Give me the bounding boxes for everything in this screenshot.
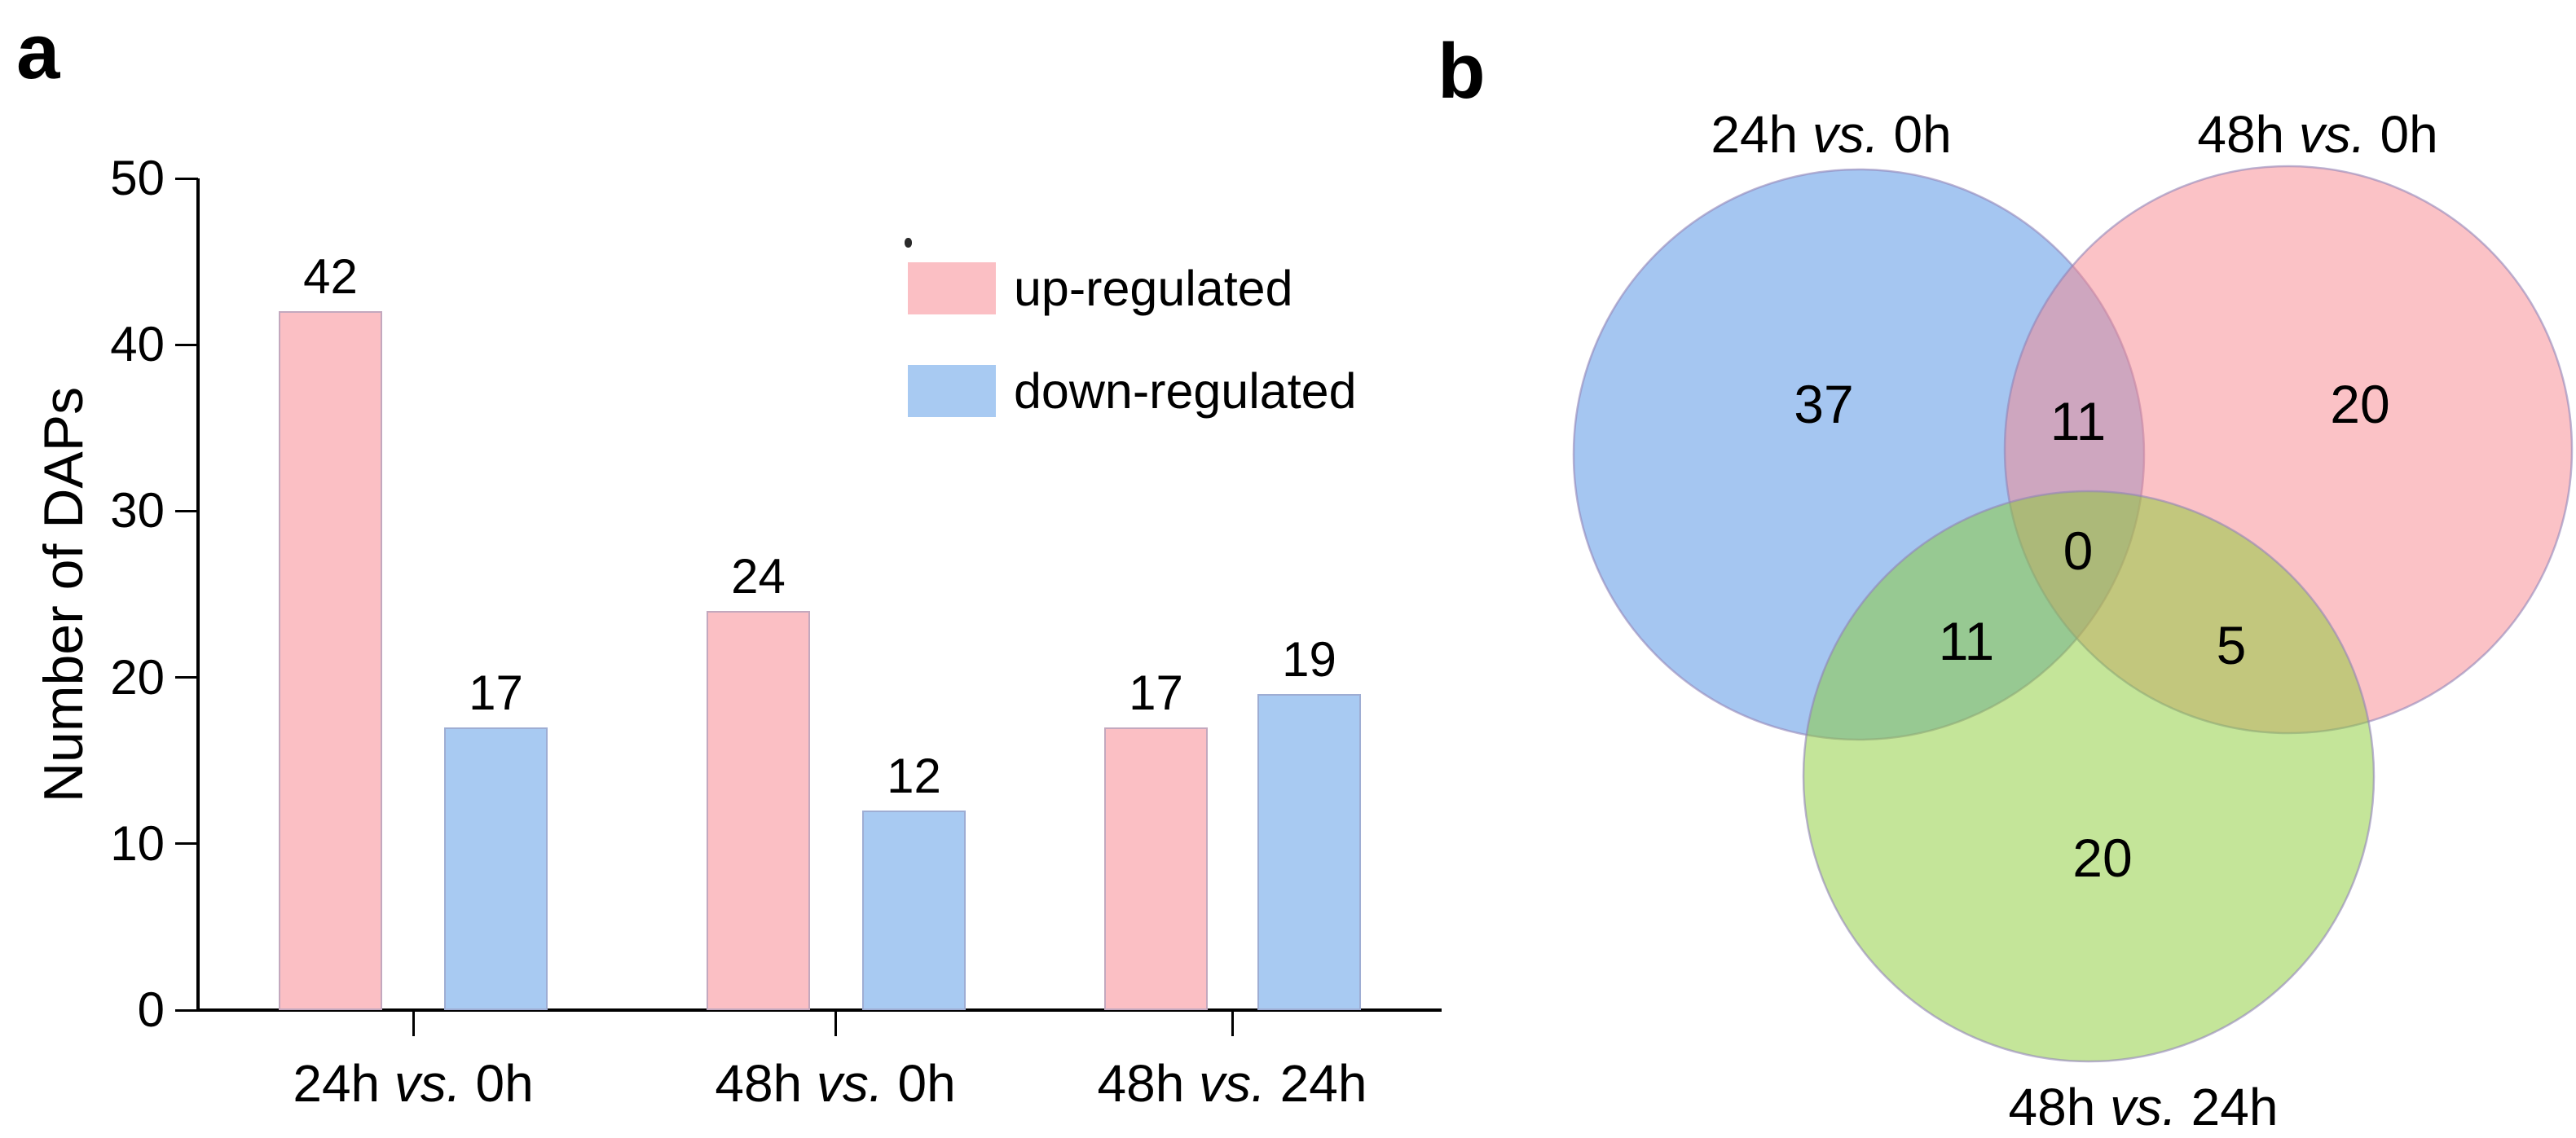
- bar-down-regulated-2: [1257, 694, 1361, 1010]
- x-axis-line: [196, 1008, 1442, 1012]
- venn-set-label-48h-vs-0h: 48h vs. 0h: [2197, 105, 2438, 164]
- venn-count-48v0-only: 20: [2330, 374, 2390, 434]
- y-tick-mark-20: [175, 676, 198, 679]
- bar-value-down-regulated-1: 12: [887, 748, 941, 803]
- legend: up-regulated down-regulated: [908, 262, 1357, 468]
- y-axis-line: [196, 178, 200, 1012]
- bar-value-up-regulated-0: 42: [303, 249, 358, 305]
- stray-dot-mark: [905, 238, 912, 248]
- venn-count-24v0-and-48v0: 11: [2050, 391, 2107, 451]
- x-tick-label-1: 48h vs. 0h: [715, 1054, 956, 1113]
- y-tick-label-0: 0: [137, 982, 165, 1037]
- venn-circle-48h-vs-24h: [1802, 490, 2376, 1063]
- legend-item-down-regulated: down-regulated: [908, 365, 1357, 417]
- bar-chart: 0 10 20 30 40 50 42 24 17 17 12 19 24h vs. 0h 48h v…: [33, 151, 1442, 1113]
- x-tick-label-2: 48h vs. 24h: [1097, 1054, 1367, 1113]
- x-tick-mark-1: [834, 1012, 837, 1036]
- bar-down-regulated-0: [444, 727, 548, 1010]
- venn-set-label-48h-vs-24h: 48h vs. 24h: [2008, 1078, 2279, 1136]
- venn-diagram: 24h vs. 0h 48h vs. 0h 48h vs. 24h 37 11 20…: [1288, 0, 2576, 1138]
- venn-count-24v0-only: 37: [1794, 374, 1854, 434]
- bar-value-down-regulated-2: 19: [1282, 632, 1336, 688]
- y-axis-title: Number of DAPs: [33, 386, 95, 803]
- legend-label-up-regulated: up-regulated: [1014, 260, 1293, 316]
- bar-up-regulated-2: [1104, 727, 1208, 1010]
- legend-swatch-down-regulated: [908, 365, 996, 417]
- panel-a-label: a: [16, 8, 60, 95]
- y-tick-mark-10: [175, 842, 198, 846]
- y-tick-mark-40: [175, 343, 198, 346]
- panel-b-label: b: [1438, 28, 1486, 115]
- venn-set-label-24h-vs-0h: 24h vs. 0h: [1711, 105, 1952, 164]
- x-tick-label-0: 24h vs. 0h: [293, 1054, 534, 1113]
- bar-value-down-regulated-0: 17: [469, 665, 523, 720]
- y-tick-label-30: 30: [110, 483, 165, 538]
- venn-count-48v24-only: 20: [2072, 828, 2133, 888]
- legend-label-down-regulated: down-regulated: [1014, 362, 1357, 419]
- x-tick-mark-0: [412, 1012, 415, 1036]
- y-tick-label-40: 40: [110, 317, 165, 372]
- x-tick-mark-2: [1231, 1012, 1234, 1036]
- y-tick-mark-50: [175, 177, 198, 180]
- legend-item-up-regulated: up-regulated: [908, 262, 1357, 314]
- y-tick-mark-30: [175, 509, 198, 512]
- legend-swatch-up-regulated: [908, 262, 996, 314]
- y-tick-mark-0: [175, 1008, 198, 1012]
- venn-count-all-three: 0: [2063, 521, 2094, 581]
- bar-value-up-regulated-2: 17: [1129, 665, 1183, 720]
- venn-count-24v0-and-48v24: 11: [1938, 611, 1995, 671]
- y-tick-label-20: 20: [110, 649, 165, 705]
- y-tick-label-10: 10: [110, 815, 165, 871]
- bar-value-up-regulated-1: 24: [731, 548, 786, 604]
- venn-circles-svg: [1572, 165, 2574, 1063]
- venn-count-48v0-and-48v24: 5: [2216, 615, 2247, 675]
- bar-up-regulated-1: [707, 610, 810, 1010]
- y-tick-label-50: 50: [110, 151, 165, 205]
- bar-up-regulated-0: [279, 311, 382, 1010]
- bar-down-regulated-1: [862, 810, 966, 1010]
